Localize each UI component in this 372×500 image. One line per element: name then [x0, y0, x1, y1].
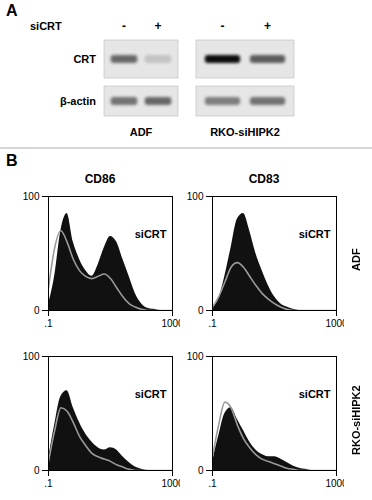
svg-text:1000: 1000	[325, 478, 344, 489]
html-text:CD86: CD86	[84, 172, 116, 186]
svg-text:A: A	[6, 2, 18, 19]
svg-text:0: 0	[198, 465, 204, 476]
svg-text:siCRT: siCRT	[299, 228, 331, 240]
svg-text:.1: .1	[44, 318, 53, 329]
svg-text:1000: 1000	[161, 478, 180, 489]
svg-text:0: 0	[34, 305, 40, 316]
svg-text:siCRT: siCRT	[135, 228, 167, 240]
svg-text:+: +	[264, 19, 271, 33]
html-text:RKO-siHIPK2: RKO-siHIPK2	[350, 385, 362, 455]
html-text:ADF: ADF	[350, 248, 362, 272]
svg-text:.1: .1	[44, 478, 53, 489]
html-text:CD83: CD83	[248, 172, 280, 186]
svg-text:+: +	[155, 19, 162, 33]
svg-text:-: -	[220, 19, 224, 33]
svg-text:siCRT: siCRT	[299, 388, 331, 400]
svg-text:0: 0	[198, 305, 204, 316]
svg-text:1000: 1000	[161, 318, 180, 329]
svg-text:RKO-siHIPK2: RKO-siHIPK2	[210, 126, 280, 138]
svg-text:100: 100	[23, 191, 40, 202]
svg-text:100: 100	[23, 351, 40, 362]
html-text:B: B	[6, 152, 18, 169]
svg-text:100: 100	[187, 351, 204, 362]
svg-text:CRT: CRT	[73, 53, 96, 65]
svg-text:ADF: ADF	[130, 126, 153, 138]
svg-text:100: 100	[187, 191, 204, 202]
svg-text:β-actin: β-actin	[60, 95, 96, 107]
svg-text:.1: .1	[208, 478, 217, 489]
svg-text:-: -	[122, 19, 126, 33]
svg-text:0: 0	[34, 465, 40, 476]
svg-text:1000: 1000	[325, 318, 344, 329]
svg-text:siCRT: siCRT	[135, 388, 167, 400]
svg-text:siCRT: siCRT	[30, 20, 62, 32]
svg-text:.1: .1	[208, 318, 217, 329]
